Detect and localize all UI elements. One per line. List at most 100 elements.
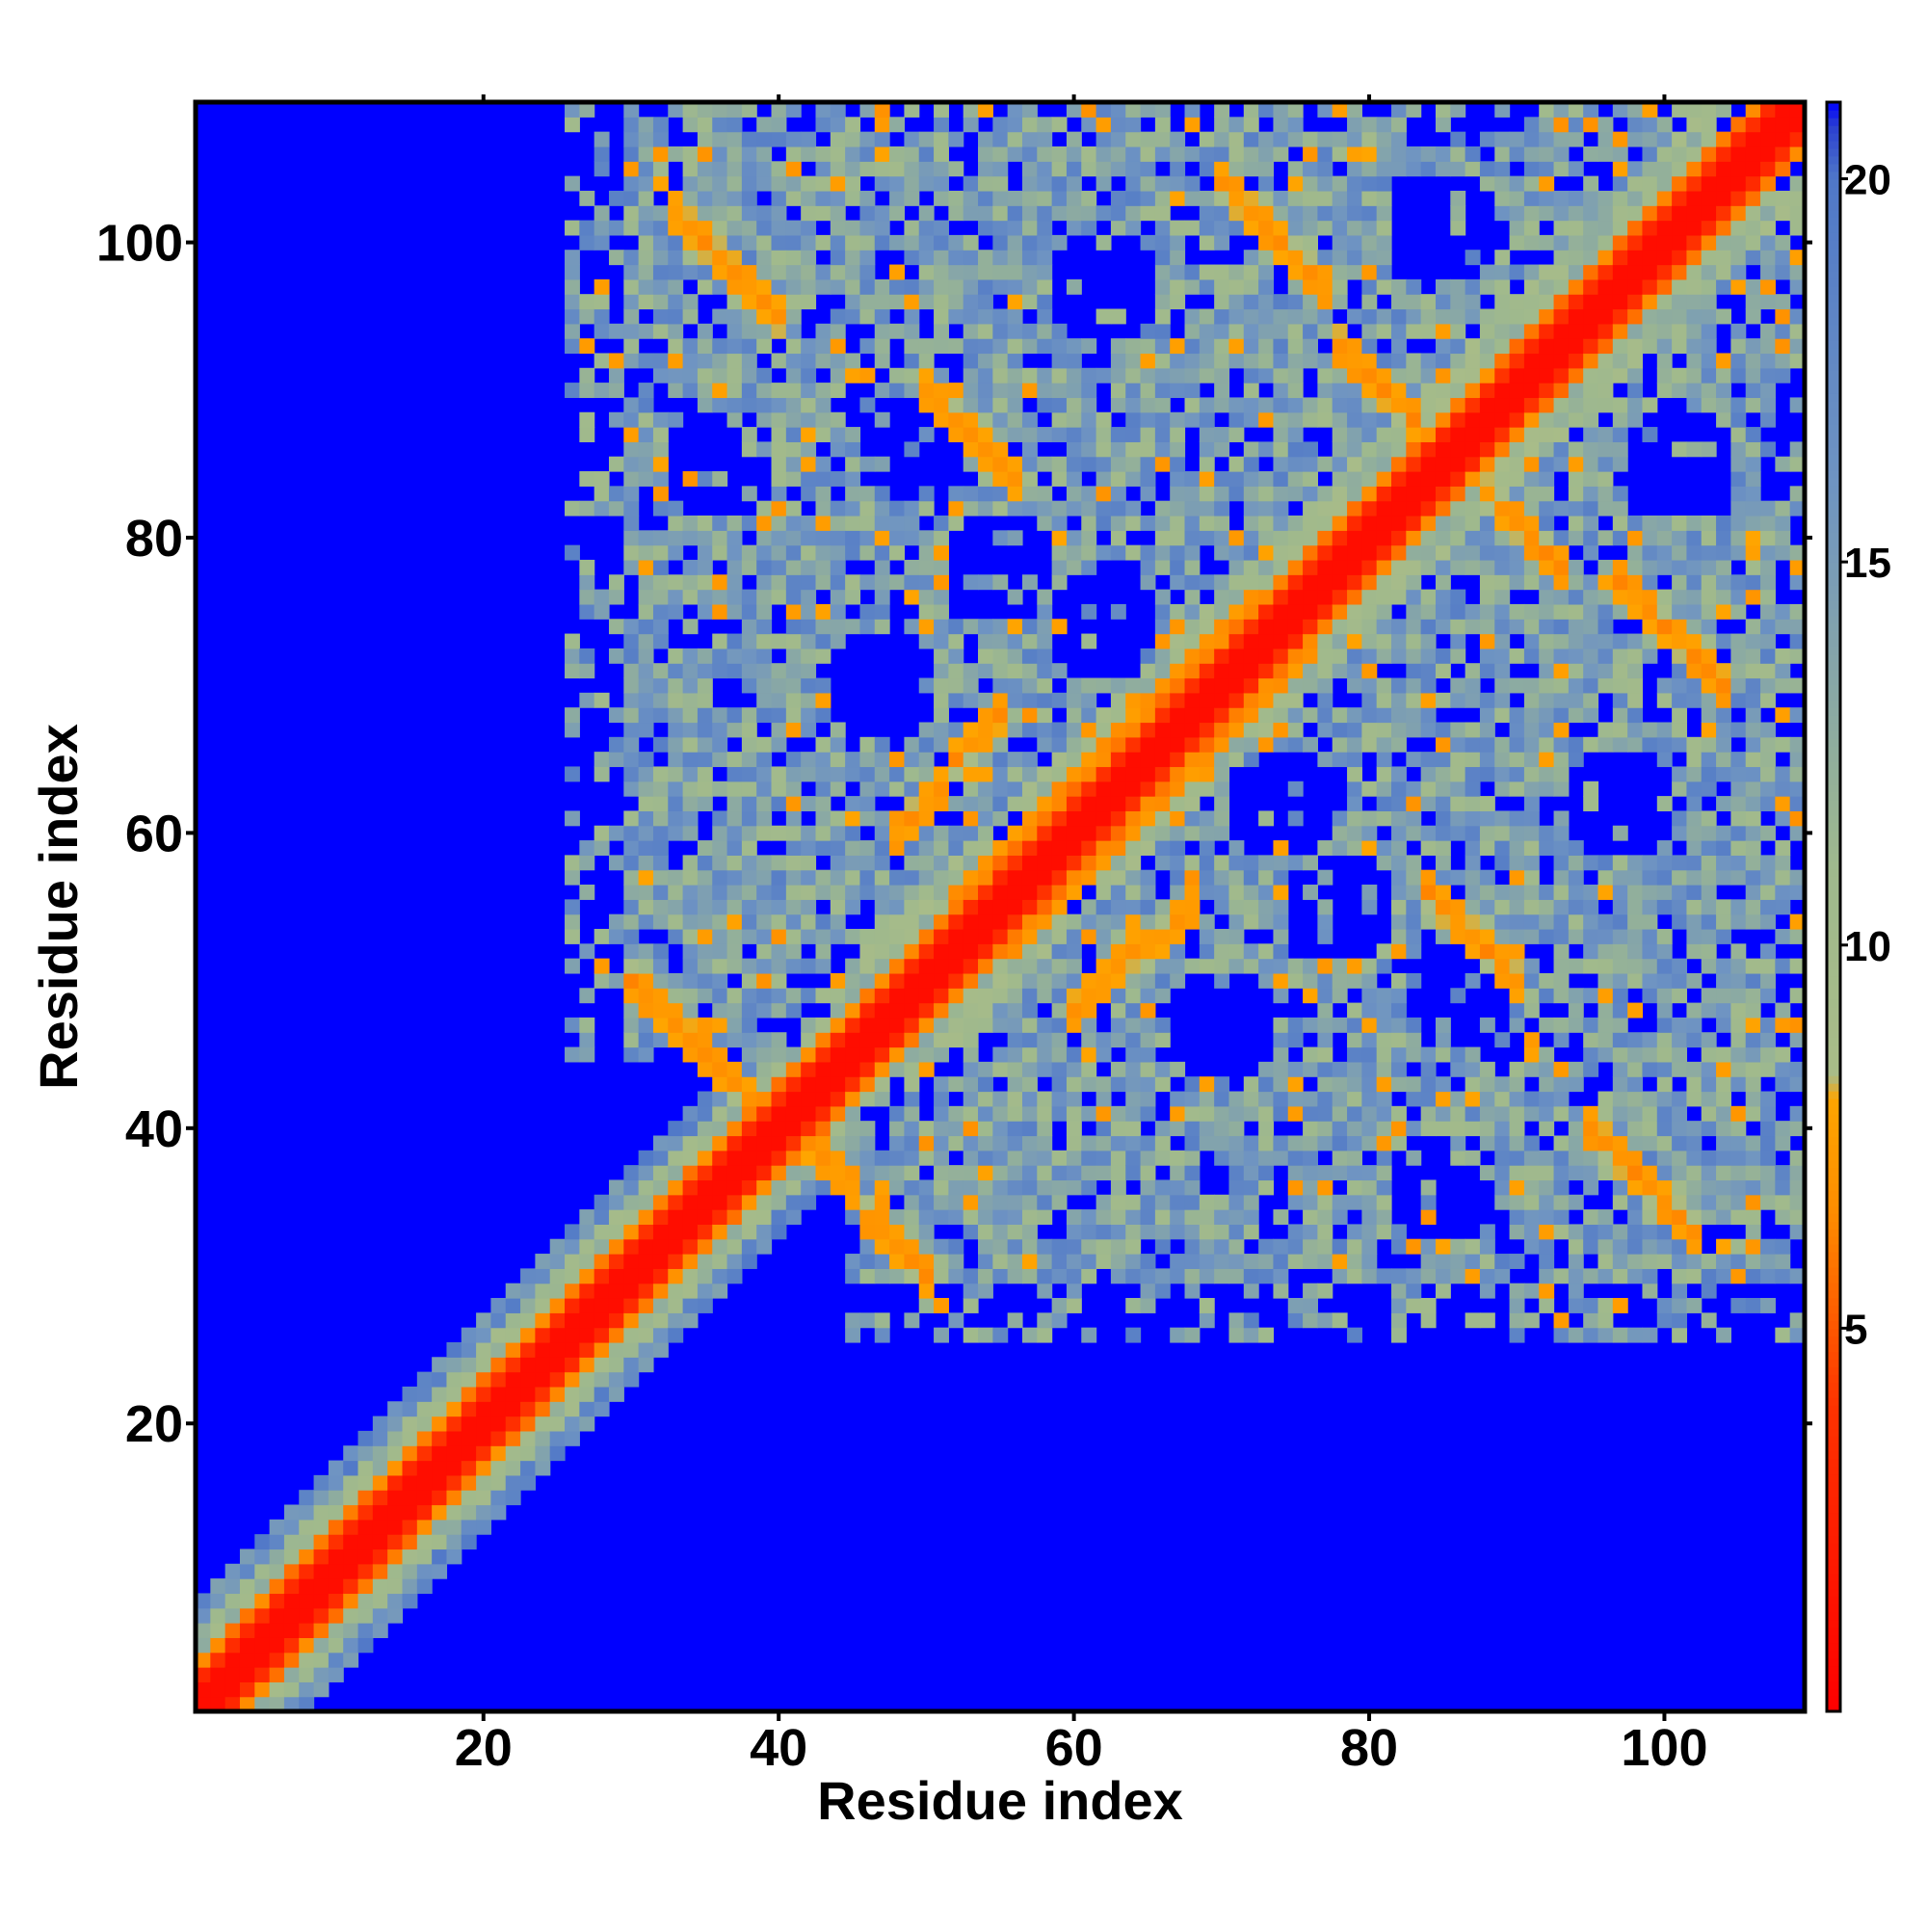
heatmap-cell (1539, 722, 1555, 738)
heatmap-cell (1021, 250, 1038, 266)
heatmap-cell (652, 264, 669, 280)
heatmap-cell (904, 855, 920, 871)
heatmap-cell (1465, 677, 1481, 694)
heatmap-cell (771, 855, 787, 871)
heatmap-cell (741, 722, 757, 738)
heatmap-cell (1347, 456, 1362, 472)
heatmap-cell (1450, 1238, 1466, 1255)
heatmap-cell (1553, 781, 1570, 797)
heatmap-cell (1110, 885, 1126, 900)
heatmap-cell (1007, 308, 1023, 325)
heatmap-cell (1568, 1254, 1584, 1269)
heatmap-cell (682, 515, 699, 531)
heatmap-cell (1214, 692, 1230, 708)
heatmap-cell (1597, 1165, 1614, 1181)
heatmap-cell (682, 988, 699, 1004)
heatmap-cell (726, 234, 743, 251)
heatmap-cell (1361, 383, 1378, 399)
heatmap-cell (638, 1268, 654, 1284)
heatmap-cell (874, 589, 890, 605)
heatmap-cell (1214, 294, 1230, 310)
heatmap-cell (652, 146, 669, 162)
heatmap-cell (756, 677, 773, 694)
heatmap-cell (1509, 1283, 1525, 1299)
heatmap-cell (756, 1224, 773, 1240)
heatmap-cell (1479, 515, 1495, 531)
heatmap-cell (948, 205, 964, 222)
heatmap-cell (1435, 323, 1451, 339)
heatmap-cell (1140, 574, 1156, 591)
heatmap-cell (992, 1238, 1009, 1255)
heatmap-cell (934, 397, 949, 413)
heatmap-cell (1509, 308, 1525, 325)
heatmap-cell (1021, 692, 1038, 708)
heatmap-cell (1081, 972, 1097, 989)
heatmap-cell (771, 486, 787, 502)
heatmap-cell (830, 234, 846, 251)
heatmap-cell (1110, 190, 1126, 206)
heatmap-cell (1110, 796, 1126, 812)
heatmap-cell (1450, 825, 1466, 841)
heatmap-cell (652, 1179, 669, 1196)
heatmap-cell (801, 411, 817, 428)
heatmap-cell (1303, 500, 1318, 516)
heatmap-cell (1553, 825, 1570, 841)
heatmap-cell (652, 1017, 669, 1033)
heatmap-cell (771, 441, 787, 458)
heatmap-cell (712, 869, 728, 886)
heatmap-cell (1435, 338, 1451, 355)
heatmap-cell (1361, 1017, 1378, 1033)
heatmap-cell (874, 899, 890, 915)
heatmap-cell (1095, 958, 1112, 974)
heatmap-cell (785, 175, 802, 192)
heatmap-cell (801, 692, 817, 708)
heatmap-cell (1258, 648, 1275, 664)
heatmap-cell (948, 943, 964, 960)
heatmap-cell (934, 117, 949, 133)
heatmap-cell (1125, 220, 1142, 236)
heatmap-cell (845, 250, 861, 266)
heatmap-cell (1287, 1224, 1304, 1240)
heatmap-cell (1597, 117, 1614, 133)
heatmap-cell (1509, 1002, 1525, 1019)
heatmap-cell (1184, 397, 1201, 413)
heatmap-cell (1523, 913, 1540, 930)
heatmap-cell (357, 1637, 374, 1654)
heatmap-cell (1612, 707, 1628, 724)
heatmap-cell (918, 264, 935, 280)
heatmap-cell (668, 220, 684, 236)
heatmap-cell (402, 1445, 418, 1462)
heatmap-cell (771, 1150, 787, 1166)
heatmap-cell (1228, 943, 1245, 960)
heatmap-cell (1317, 752, 1333, 768)
heatmap-cell (1583, 427, 1599, 442)
heatmap-cell (1347, 810, 1362, 827)
heatmap-cell (948, 1194, 964, 1210)
heatmap-cell (1317, 205, 1333, 222)
heatmap-cell (889, 161, 906, 177)
heatmap-cell (623, 928, 640, 944)
heatmap-cell (978, 722, 993, 738)
heatmap-cell (1273, 486, 1289, 502)
heatmap-cell (726, 1238, 743, 1255)
heatmap-cell (697, 1150, 713, 1166)
heatmap-cell (726, 1224, 743, 1240)
heatmap-cell (1081, 500, 1097, 516)
heatmap-cell (1523, 752, 1540, 768)
heatmap-cell (697, 648, 713, 664)
heatmap-cell (1583, 234, 1599, 251)
heatmap-cell (712, 972, 728, 989)
heatmap-cell (963, 117, 979, 133)
heatmap-cell (918, 589, 935, 605)
heatmap-cell (623, 855, 640, 871)
heatmap-cell (1258, 663, 1275, 679)
heatmap-cell (1007, 692, 1023, 708)
heatmap-cell (771, 175, 787, 192)
heatmap-cell (1332, 722, 1348, 738)
heatmap-cell (1539, 707, 1555, 724)
heatmap-cell (476, 1357, 492, 1373)
heatmap-cell (1228, 648, 1245, 664)
heatmap-cell (224, 1623, 241, 1638)
heatmap-cell (815, 1076, 832, 1093)
heatmap-cell (978, 928, 993, 944)
